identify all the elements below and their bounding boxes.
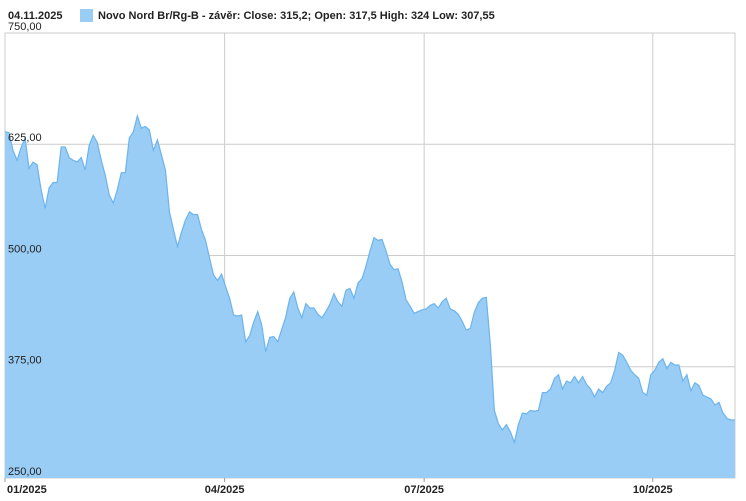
x-tick-label: 10/2025 [633,484,673,496]
legend-label: Novo Nord Br/Rg-B - závěr: Close: 315,2;… [98,10,495,22]
area [5,115,735,479]
y-tick-label: 625,00 [8,132,42,144]
y-tick-label: 750,00 [8,21,42,33]
y-tick-label: 250,00 [8,466,42,478]
y-tick-label: 500,00 [8,243,42,255]
y-tick-label: 375,00 [8,355,42,367]
x-tick-label: 07/2025 [404,484,444,496]
x-tick-label: 04/2025 [205,484,245,496]
line [4,113,735,445]
x-tick-label: 01/2025 [7,484,47,496]
legend-swatch [80,9,93,22]
chart-date: 04.11.2025 [8,10,62,22]
